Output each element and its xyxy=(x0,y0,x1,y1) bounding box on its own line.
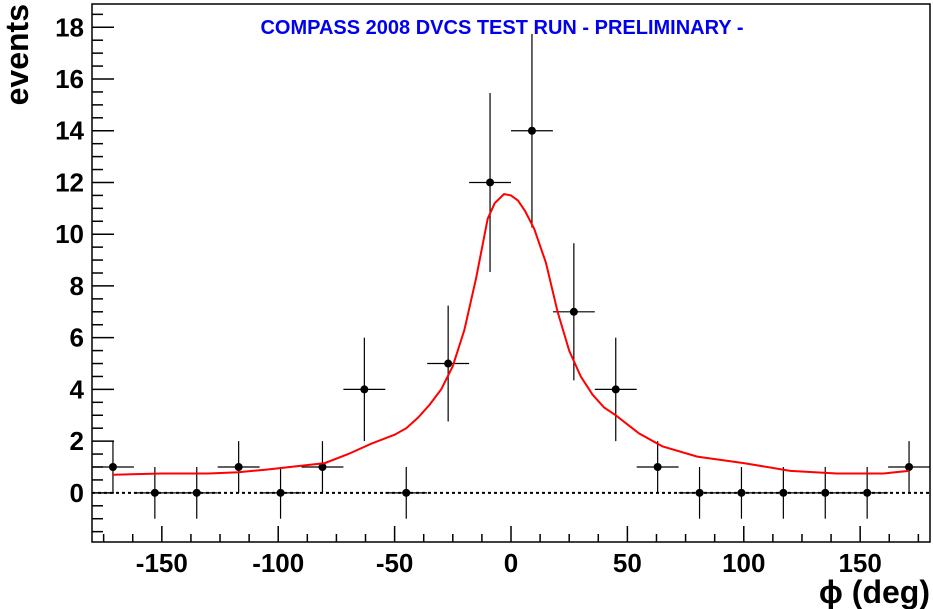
x-tick-label: 50 xyxy=(613,548,642,578)
chart-title: COMPASS 2008 DVCS TEST RUN - PRELIMINARY… xyxy=(260,17,743,39)
point-marker xyxy=(402,488,411,497)
data-points xyxy=(92,34,930,519)
x-tick-label: 0 xyxy=(504,548,518,578)
data-point xyxy=(594,337,637,442)
data-point xyxy=(301,441,344,493)
y-axis: 0 2 4 6 8 10 12 14 16 18 xyxy=(55,12,114,533)
y-tick-label: 4 xyxy=(70,374,85,404)
y-tick-label: 14 xyxy=(55,116,84,146)
fit-curve xyxy=(112,193,910,476)
x-tick-label: -100 xyxy=(252,548,304,578)
point-marker xyxy=(527,126,536,135)
data-point xyxy=(636,441,679,493)
y-tick-label: 0 xyxy=(70,478,84,508)
point-marker xyxy=(695,488,704,497)
data-point xyxy=(175,466,218,519)
data-point xyxy=(888,441,930,493)
data-point xyxy=(762,466,805,519)
y-tick-label: 8 xyxy=(70,271,84,301)
x-tick-label: 150 xyxy=(838,548,881,578)
point-marker xyxy=(150,488,159,497)
y-tick-label: 18 xyxy=(55,12,84,42)
data-point xyxy=(678,466,721,519)
point-marker xyxy=(108,462,117,471)
point-marker xyxy=(569,307,578,316)
y-tick-label: 6 xyxy=(70,323,84,353)
data-point xyxy=(804,466,847,519)
point-marker xyxy=(779,488,788,497)
point-marker xyxy=(444,359,453,368)
x-tick-label: 100 xyxy=(722,548,765,578)
x-tick-label: -150 xyxy=(136,548,188,578)
data-point xyxy=(217,441,260,493)
data-point xyxy=(469,92,511,272)
data-point xyxy=(720,466,763,519)
point-marker xyxy=(486,178,495,187)
data-point xyxy=(92,441,134,493)
data-point xyxy=(511,34,553,228)
y-tick-label: 10 xyxy=(55,219,84,249)
point-marker xyxy=(318,462,327,471)
point-marker xyxy=(653,462,662,471)
point-marker xyxy=(611,385,620,394)
data-point xyxy=(552,243,595,381)
point-marker xyxy=(821,488,830,497)
data-point xyxy=(385,466,428,519)
data-point xyxy=(427,305,470,422)
y-tick-label: 2 xyxy=(70,426,84,456)
x-axis: -150 -100 -50 0 50 100 150 xyxy=(102,526,920,578)
point-marker xyxy=(360,385,369,394)
plot-frame xyxy=(91,3,931,543)
data-point xyxy=(846,466,889,519)
point-marker xyxy=(276,488,285,497)
data-point xyxy=(259,466,302,519)
point-marker xyxy=(737,488,746,497)
data-point xyxy=(343,337,386,442)
x-tick-label: -50 xyxy=(376,548,414,578)
point-marker xyxy=(234,462,243,471)
point-marker xyxy=(863,488,872,497)
x-axis-title: ϕ (deg) xyxy=(819,574,930,609)
y-tick-label: 12 xyxy=(55,167,84,197)
point-marker xyxy=(192,488,201,497)
point-marker xyxy=(905,462,914,471)
data-point xyxy=(133,466,176,519)
y-tick-label: 16 xyxy=(55,64,84,94)
y-axis-title: events xyxy=(0,4,35,105)
